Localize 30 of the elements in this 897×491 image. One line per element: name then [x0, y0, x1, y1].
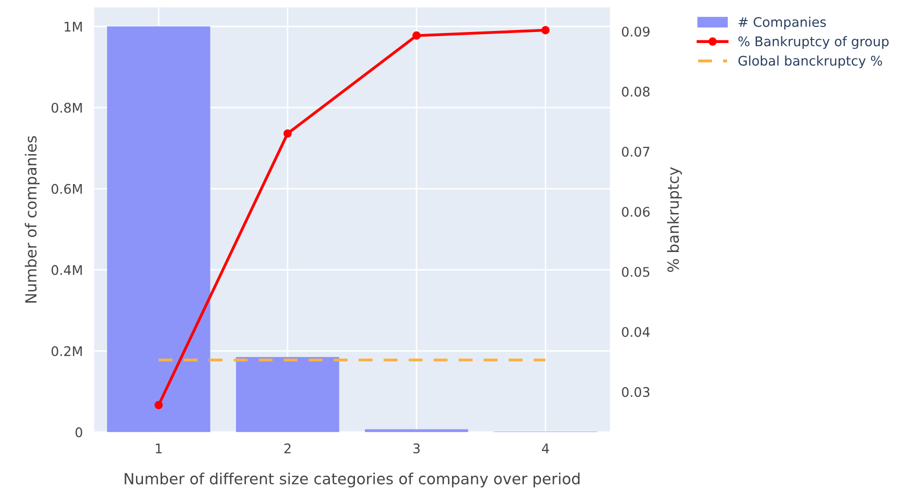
y-tick-label: 0.4M [52, 265, 82, 276]
bar [107, 26, 210, 432]
y2-tick-label: 0.03 [622, 387, 650, 398]
legend-label: % Bankruptcy of group [738, 36, 889, 49]
x-tick-label: 4 [542, 444, 549, 454]
y2-tick-label: 0.08 [622, 86, 650, 97]
bar [236, 357, 340, 432]
y2-tick-label: 0.06 [622, 206, 650, 217]
y2-tick-label: 0.07 [622, 146, 650, 157]
x-axis-title: Number of different size categories of company over period [124, 472, 580, 488]
legend-label: # Companies [738, 16, 826, 30]
point [283, 129, 292, 138]
x-tick-label: 2 [284, 443, 290, 454]
y2-tick-label: 0.04 [622, 326, 650, 337]
point [412, 31, 421, 40]
legend-label: Global banckruptcy % [738, 56, 882, 68]
y-tick-label: 0 [76, 427, 82, 438]
y-tick-label: 1M [64, 22, 82, 32]
y2-tick-label: 0.05 [622, 266, 650, 277]
y-tick-label: 0.2M [52, 346, 82, 356]
y2-axis-title: % bankruptcy [667, 167, 682, 272]
y2-tick-label: 0.09 [622, 26, 650, 37]
x-tick-label: 1 [156, 444, 162, 454]
point [154, 400, 163, 410]
y-axis-title: Number of companies [24, 136, 40, 303]
y-tick-label: 0.8M [52, 102, 82, 113]
x-tick-label: 3 [413, 443, 420, 454]
y-tick-label: 0.6M [52, 184, 82, 194]
point [541, 26, 550, 34]
bar [364, 429, 468, 432]
